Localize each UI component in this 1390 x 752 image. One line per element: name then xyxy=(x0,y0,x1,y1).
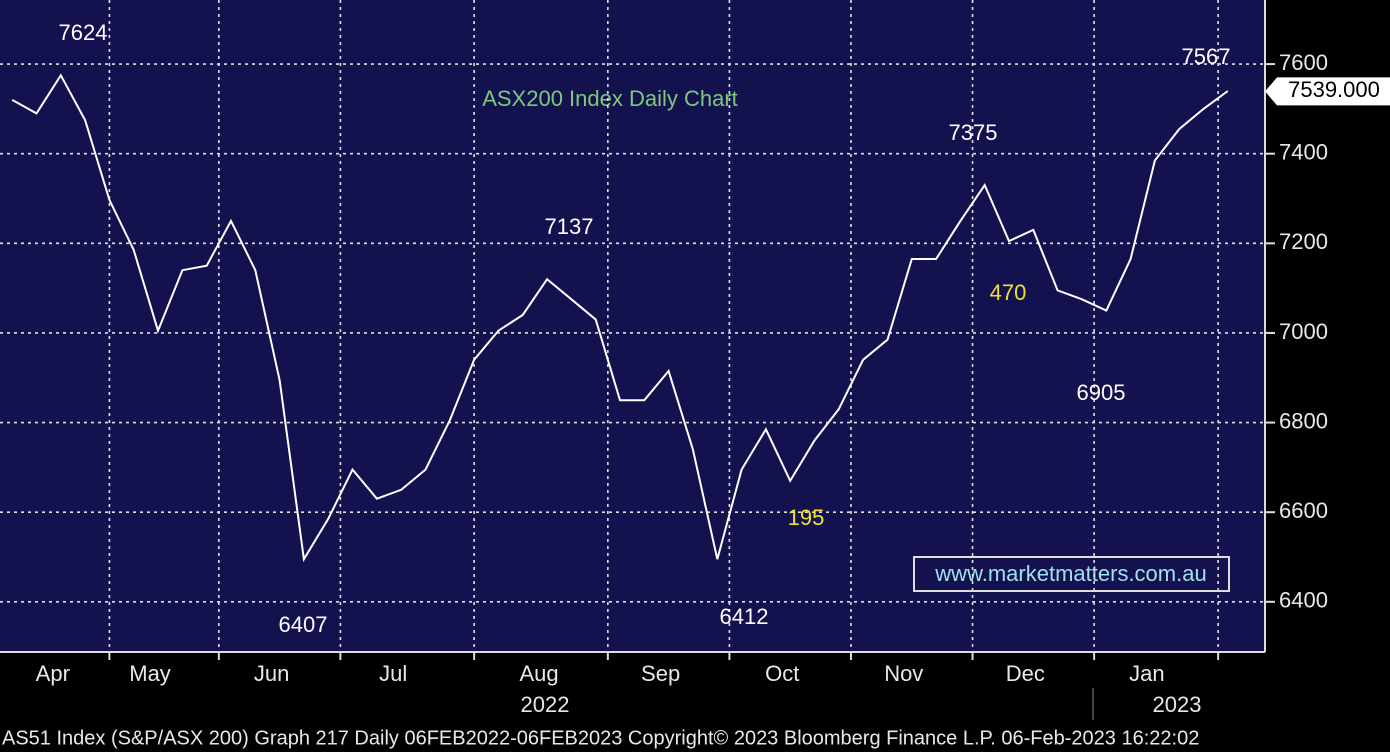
x-tick-label: Sep xyxy=(641,661,680,686)
last-price-label: 7539.000 xyxy=(1288,77,1380,102)
y-tick-label: 7600 xyxy=(1279,50,1328,75)
y-tick-label: 7200 xyxy=(1279,229,1328,254)
annotation: 195 xyxy=(788,505,825,530)
annotation: 6905 xyxy=(1077,380,1126,405)
x-tick-label: Jun xyxy=(254,661,289,686)
last-price-tag xyxy=(1265,77,1390,106)
annotation: 6407 xyxy=(279,612,328,637)
year-label: 2022 xyxy=(521,692,570,717)
x-tick-label: Jul xyxy=(379,661,407,686)
annotation: 470 xyxy=(990,280,1027,305)
y-tick-label: 7000 xyxy=(1279,319,1328,344)
annotation: 7567 xyxy=(1182,44,1231,69)
chart-title: ASX200 Index Daily Chart xyxy=(482,86,738,111)
year-label: 2023 xyxy=(1153,692,1202,717)
plot-background xyxy=(0,0,1265,652)
watermark-box xyxy=(913,556,1230,592)
x-tick-label: Oct xyxy=(765,661,799,686)
x-tick-label: Aug xyxy=(519,661,558,686)
y-tick-label: 6400 xyxy=(1279,588,1328,613)
x-tick-label: Dec xyxy=(1006,661,1045,686)
annotation: 6412 xyxy=(720,604,769,629)
y-tick-label: 6600 xyxy=(1279,498,1328,523)
annotation: 7624 xyxy=(59,20,108,45)
price-line xyxy=(11,73,1229,563)
footer: AS51 Index (S&P/ASX 200) Graph 217 Daily… xyxy=(2,727,1199,749)
y-tick-label: 6800 xyxy=(1279,408,1328,433)
x-tick-label: May xyxy=(129,661,171,686)
y-tick-label: 7400 xyxy=(1279,140,1328,165)
x-tick-label: Nov xyxy=(884,661,923,686)
x-tick-label: Jan xyxy=(1129,661,1164,686)
x-tick-label: Apr xyxy=(36,661,70,686)
annotation: 7375 xyxy=(949,120,998,145)
annotation: 7137 xyxy=(545,214,594,239)
watermark: www.marketmatters.com.au xyxy=(934,561,1206,586)
